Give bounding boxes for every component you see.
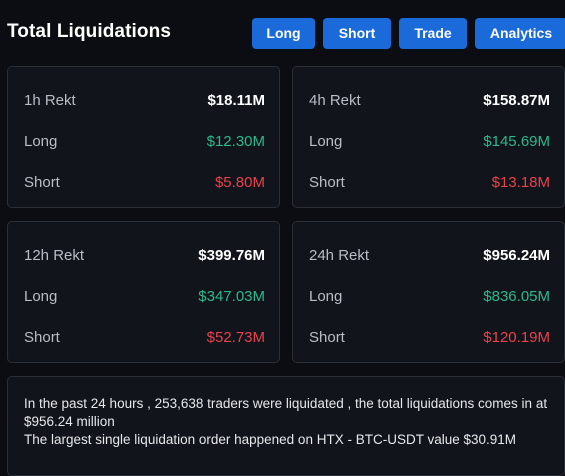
- liquidation-summary: In the past 24 hours , 253,638 traders w…: [7, 376, 565, 476]
- liquidation-card-12h: 12h Rekt $399.76M Long $347.03M Short $5…: [7, 221, 280, 363]
- liquidations-header: Total Liquidations Long Short Trade Anal…: [0, 0, 565, 66]
- long-row: Long $145.69M: [309, 131, 550, 153]
- period-label: 12h Rekt: [24, 247, 85, 264]
- total-value: $956.24M: [483, 247, 550, 264]
- short-row: Short $13.18M: [309, 172, 550, 194]
- short-row: Short $120.19M: [309, 327, 550, 349]
- short-value: $120.19M: [483, 329, 550, 346]
- long-label: Long: [24, 288, 58, 305]
- short-value: $52.73M: [206, 329, 265, 346]
- long-button[interactable]: Long: [252, 18, 315, 49]
- period-label: 1h Rekt: [24, 92, 76, 109]
- long-row: Long $12.30M: [24, 131, 265, 153]
- long-value: $836.05M: [483, 288, 550, 305]
- short-row: Short $52.73M: [24, 327, 265, 349]
- total-row: 1h Rekt $18.11M: [24, 90, 265, 112]
- short-value: $13.18M: [491, 174, 550, 191]
- liquidation-card-1h: 1h Rekt $18.11M Long $12.30M Short $5.80…: [7, 66, 280, 208]
- short-label: Short: [309, 174, 345, 191]
- period-label: 24h Rekt: [309, 247, 370, 264]
- analytics-button[interactable]: Analytics: [475, 18, 565, 49]
- total-value: $158.87M: [483, 92, 550, 109]
- long-label: Long: [24, 133, 58, 150]
- short-label: Short: [24, 329, 60, 346]
- short-row: Short $5.80M: [24, 172, 265, 194]
- long-label: Long: [309, 133, 343, 150]
- liquidation-card-24h: 24h Rekt $956.24M Long $836.05M Short $1…: [292, 221, 565, 363]
- summary-traders-text: In the past 24 hours , 253,638 traders w…: [24, 396, 548, 429]
- total-value: $399.76M: [198, 247, 265, 264]
- short-value: $5.80M: [214, 174, 265, 191]
- short-label: Short: [24, 174, 60, 191]
- total-value: $18.11M: [207, 92, 265, 109]
- long-value: $347.03M: [198, 288, 265, 305]
- total-row: 12h Rekt $399.76M: [24, 245, 265, 267]
- long-row: Long $836.05M: [309, 286, 550, 308]
- summary-largest-order-text: The largest single liquidation order hap…: [24, 432, 517, 447]
- period-label: 4h Rekt: [309, 92, 361, 109]
- long-label: Long: [309, 288, 343, 305]
- total-row: 24h Rekt $956.24M: [309, 245, 550, 267]
- short-button[interactable]: Short: [323, 18, 391, 49]
- page-title: Total Liquidations: [7, 21, 171, 42]
- short-label: Short: [309, 329, 345, 346]
- trade-button[interactable]: Trade: [399, 18, 467, 49]
- long-row: Long $347.03M: [24, 286, 265, 308]
- long-value: $12.30M: [206, 133, 265, 150]
- long-value: $145.69M: [483, 133, 550, 150]
- total-row: 4h Rekt $158.87M: [309, 90, 550, 112]
- liquidation-card-4h: 4h Rekt $158.87M Long $145.69M Short $13…: [292, 66, 565, 208]
